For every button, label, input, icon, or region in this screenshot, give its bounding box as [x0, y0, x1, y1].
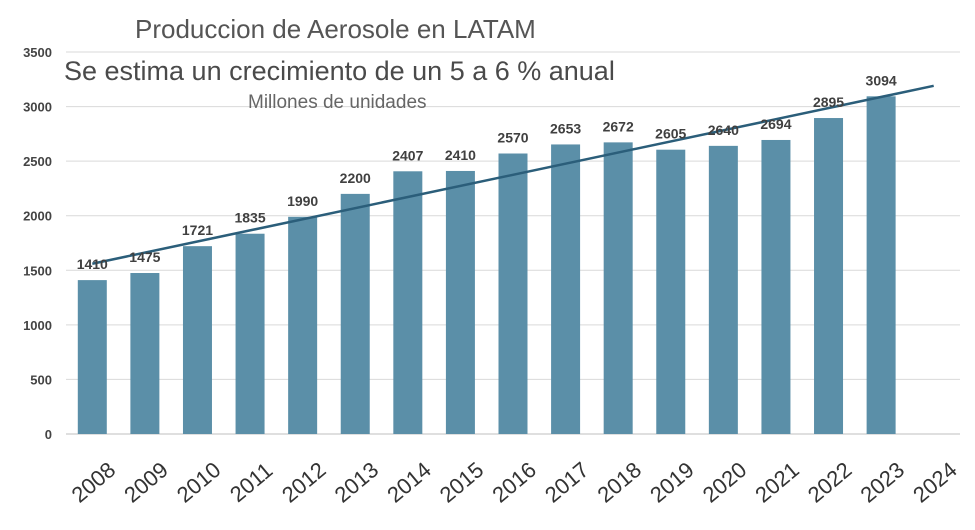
x-tick-label: 2016 — [487, 457, 541, 508]
bar — [761, 139, 791, 434]
bar — [551, 144, 581, 434]
data-label: 2640 — [708, 122, 739, 138]
bar — [656, 149, 686, 434]
y-tick-label: 1500 — [23, 263, 52, 278]
y-tick-label: 0 — [45, 427, 52, 442]
x-tick-label: 2011 — [225, 457, 277, 507]
data-label: 1410 — [77, 256, 108, 272]
data-label: 2653 — [550, 120, 581, 136]
y-tick-label: 2000 — [23, 209, 52, 224]
data-label: 2605 — [655, 126, 686, 142]
y-tick-label: 1000 — [23, 318, 52, 333]
x-tick-label: 2024 — [908, 457, 962, 508]
y-tick-label: 2500 — [23, 154, 52, 169]
x-tick-label: 2021 — [750, 457, 804, 508]
x-tick-label: 2013 — [330, 457, 384, 508]
bar — [603, 142, 633, 434]
data-label: 1990 — [287, 193, 318, 209]
bar — [814, 118, 844, 434]
data-labels: 1410 1475 1721 1835 1990 2200 2407 2410 2570 2653… — [77, 72, 897, 272]
bar — [866, 96, 896, 434]
x-tick-label: 2023 — [856, 457, 910, 508]
x-tick-label: 2022 — [803, 457, 857, 508]
bar — [288, 216, 318, 434]
x-tick-label: 2008 — [67, 457, 121, 508]
bar — [393, 171, 423, 434]
x-tick-label: 2018 — [593, 457, 647, 508]
data-label: 2410 — [445, 147, 476, 163]
y-tick-label: 3500 — [23, 45, 52, 60]
data-label: 2672 — [603, 118, 634, 134]
bar — [498, 153, 528, 434]
chart-subtitle: Se estima un crecimiento de un 5 a 6 % a… — [64, 56, 615, 86]
data-label: 2570 — [497, 130, 528, 146]
x-tick-label: 2019 — [645, 457, 699, 508]
bar — [130, 273, 160, 434]
data-label: 2694 — [760, 116, 791, 132]
y-tick-label: 500 — [30, 372, 52, 387]
bar — [77, 280, 107, 434]
bar — [708, 145, 738, 434]
chart-title: Produccion de Aerosole en LATAM — [135, 14, 536, 44]
x-tick-label: 2010 — [172, 457, 226, 508]
chart-unit-label: Millones de unidades — [248, 92, 427, 113]
bars — [77, 96, 896, 435]
x-tick-label: 2014 — [382, 457, 436, 508]
x-tick-label: 2015 — [435, 457, 489, 508]
data-label: 3094 — [866, 72, 897, 88]
trendline-group — [92, 84, 934, 265]
data-label: 1475 — [129, 249, 160, 265]
bar — [340, 193, 370, 434]
data-label: 1835 — [234, 210, 265, 226]
bar — [182, 246, 212, 434]
x-tick-label: 2012 — [277, 457, 331, 508]
x-tick-label: 2009 — [119, 457, 173, 508]
trendline — [92, 84, 934, 265]
bar — [445, 170, 475, 435]
data-label: 1721 — [182, 222, 213, 238]
bar — [235, 233, 265, 434]
y-axis: 0 500 1000 1500 2000 2500 3000 3500 — [23, 45, 960, 442]
y-tick-label: 3000 — [23, 100, 52, 115]
data-label: 2407 — [392, 147, 423, 163]
x-tick-label: 2017 — [540, 457, 594, 508]
data-label: 2200 — [340, 170, 371, 186]
x-axis: 2008 2009 2010 2011 2012 2013 2014 2015 2016 2017… — [67, 457, 962, 508]
x-tick-label: 2020 — [698, 457, 752, 508]
data-label: 2895 — [813, 94, 844, 110]
